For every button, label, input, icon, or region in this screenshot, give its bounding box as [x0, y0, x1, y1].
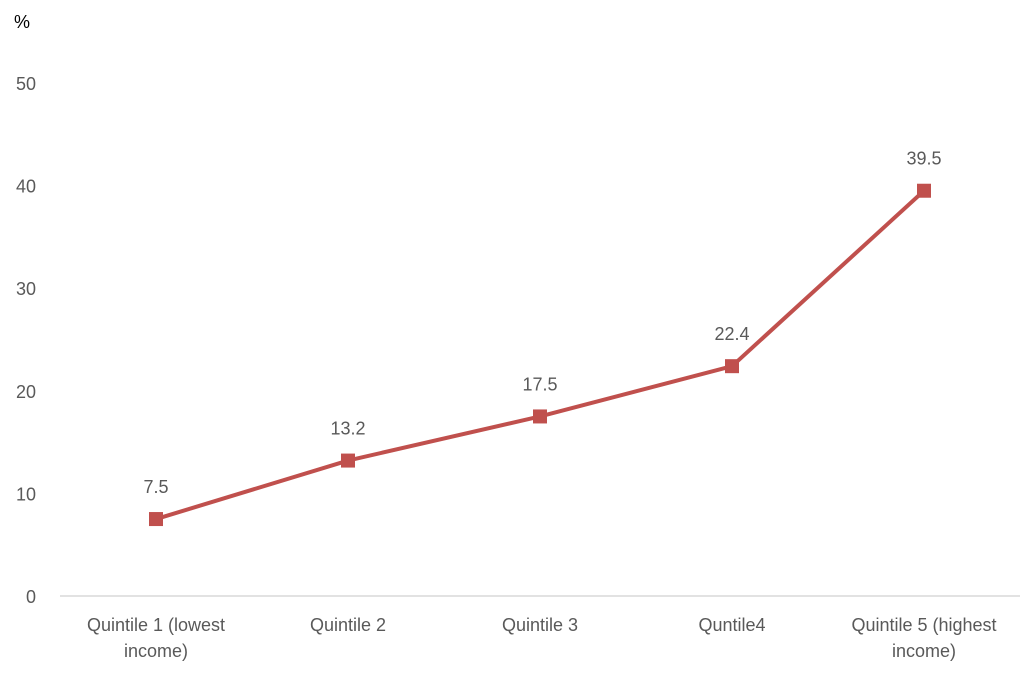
- x-tick-label-line: Quntile4: [698, 615, 765, 635]
- y-tick-label: 50: [16, 74, 36, 94]
- x-tick-label: Quintile 2: [310, 615, 386, 635]
- y-axis-ticks: 0 10 20 30 40 50: [16, 74, 36, 607]
- x-axis-ticks: Quintile 1 (lowest income) Quintile 2 Quint…: [87, 615, 997, 661]
- data-label: 22.4: [714, 324, 749, 344]
- data-label: 7.5: [143, 477, 168, 497]
- y-tick-label: 30: [16, 279, 36, 299]
- x-tick-label: Quntile4: [698, 615, 765, 635]
- data-label: 13.2: [330, 419, 365, 439]
- y-tick-label: 40: [16, 177, 36, 197]
- y-axis-unit-label: %: [14, 12, 30, 32]
- data-point-marker: [917, 183, 931, 198]
- data-point-marker: [725, 359, 739, 374]
- x-tick-label-line: income): [124, 641, 188, 661]
- y-tick-label: 20: [16, 382, 36, 402]
- x-tick-label-line: Quintile 3: [502, 615, 578, 635]
- x-tick-label-line: income): [892, 641, 956, 661]
- x-tick-label: Quintile 5 (highest income): [851, 615, 996, 661]
- x-tick-label-line: Quintile 2: [310, 615, 386, 635]
- series-line: [155, 189, 926, 521]
- x-tick-label-line: Quintile 1 (lowest: [87, 615, 225, 635]
- x-tick-label: Quintile 1 (lowest income): [87, 615, 225, 661]
- y-tick-label: 10: [16, 484, 36, 504]
- x-tick-label-line: Quintile 5 (highest: [851, 615, 996, 635]
- x-tick-label: Quintile 3: [502, 615, 578, 635]
- y-tick-label: 0: [26, 587, 36, 607]
- series-layer: 7.5 13.2 17.5 22.4 39.5: [143, 149, 942, 527]
- data-label: 39.5: [906, 149, 941, 169]
- data-point-marker: [533, 409, 547, 424]
- data-label: 17.5: [522, 374, 557, 394]
- data-point-marker: [149, 512, 163, 527]
- data-point-marker: [341, 453, 355, 468]
